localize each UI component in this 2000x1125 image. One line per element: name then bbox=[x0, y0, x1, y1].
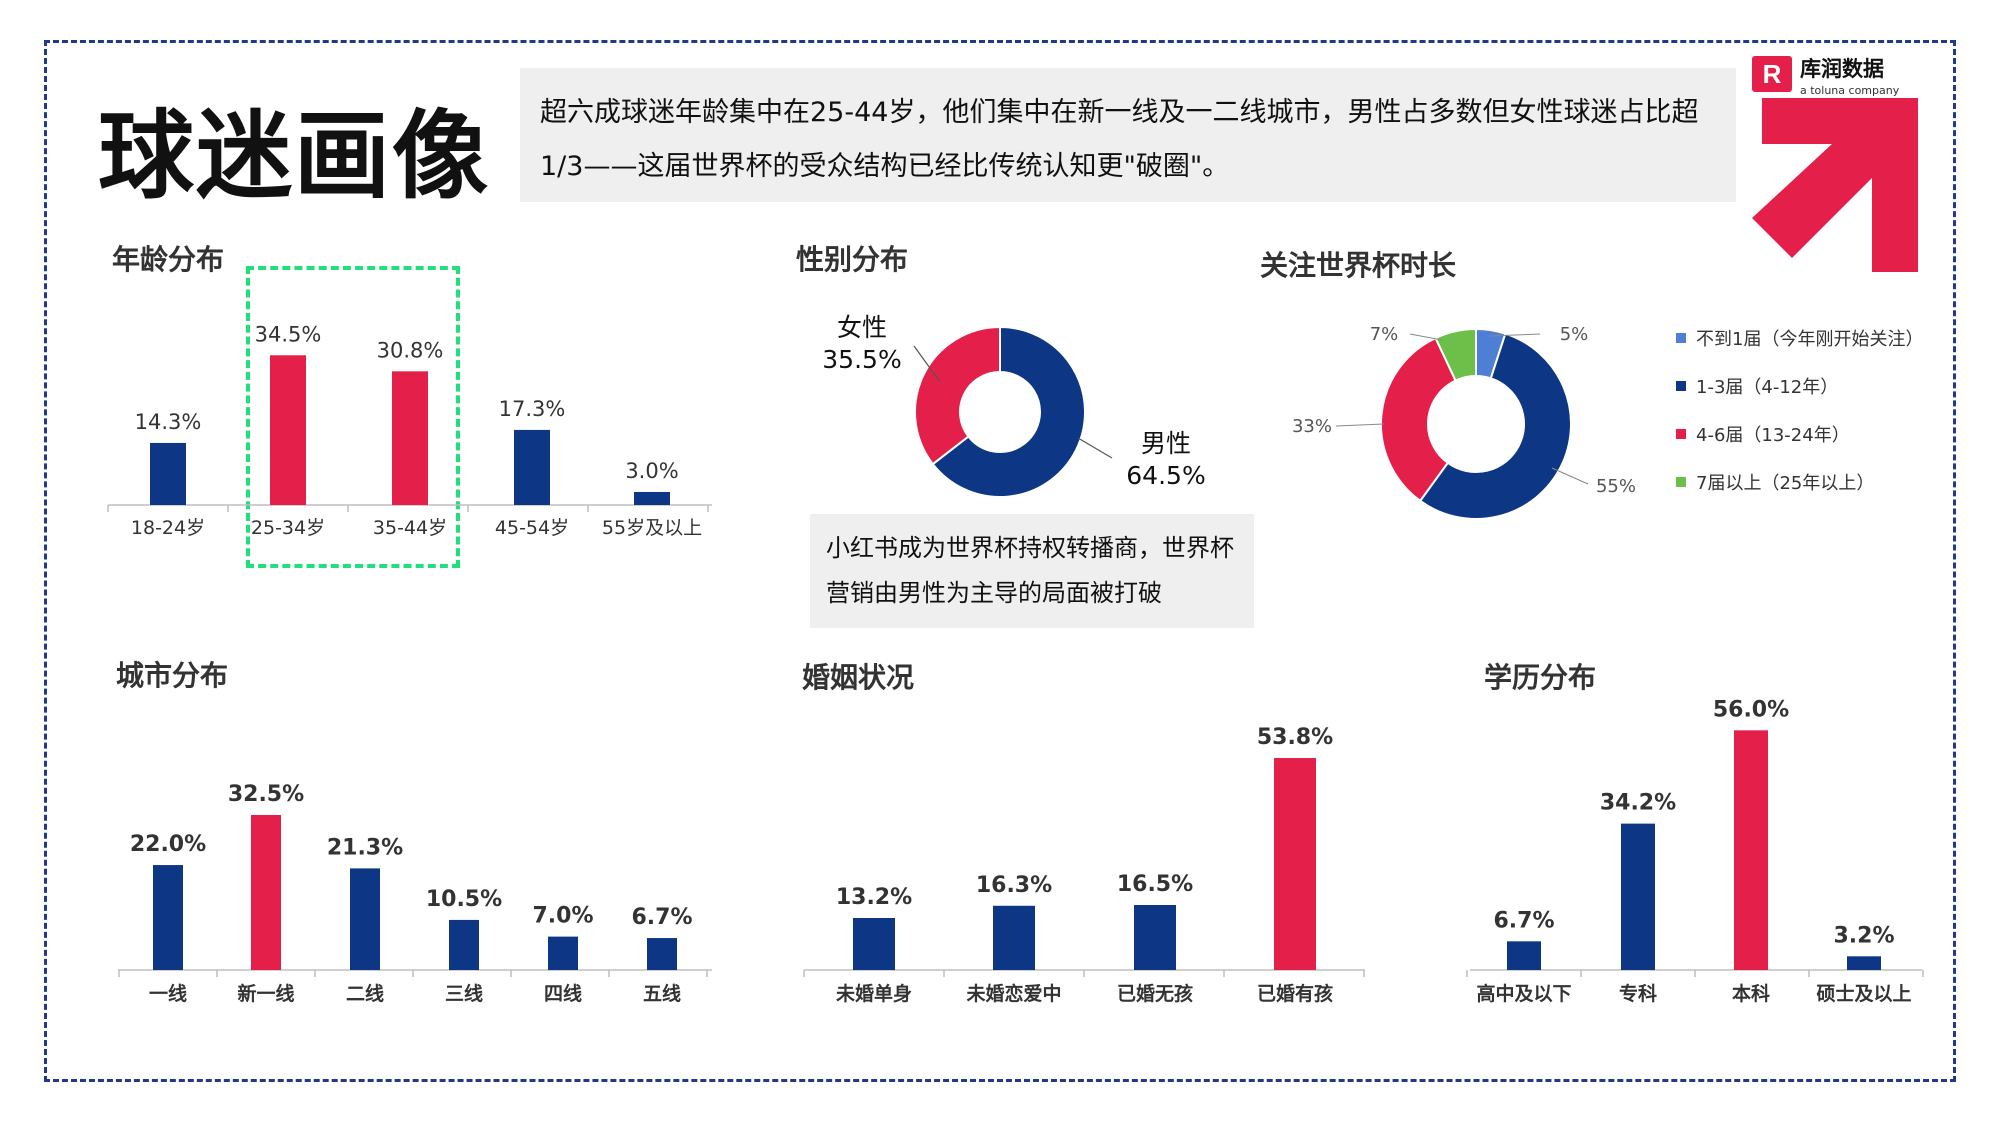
legend-label: 不到1届（今年刚开始关注） bbox=[1696, 329, 1924, 350]
logo-r-mark: R bbox=[1752, 56, 1792, 92]
logo-tagline: a toluna company bbox=[1800, 84, 1900, 97]
legend-item: 4-6届（13-24年） bbox=[1676, 410, 1923, 458]
legend-label: 1-3届（4-12年） bbox=[1696, 377, 1839, 398]
legend-swatch bbox=[1676, 429, 1686, 439]
city-chart-title: 城市分布 bbox=[116, 659, 229, 692]
marriage-chart-title: 婚姻状况 bbox=[802, 661, 915, 694]
svg-text:R: R bbox=[1763, 59, 1782, 89]
arrow-icon bbox=[1752, 98, 1918, 272]
legend-label: 4-6届（13-24年） bbox=[1696, 425, 1850, 446]
note-box: 小红书成为世界杯持权转播商，世界杯营销由男性为主导的局面被打破 bbox=[810, 514, 1254, 628]
age-highlight-box bbox=[246, 266, 460, 568]
age-chart-title: 年龄分布 bbox=[112, 243, 225, 276]
logo: R 库润数据 a toluna company bbox=[1752, 56, 1918, 272]
dashed-frame bbox=[44, 40, 1956, 1082]
gender-chart-title: 性别分布 bbox=[796, 243, 909, 276]
legend-item: 7届以上（25年以上） bbox=[1676, 458, 1923, 506]
watch-duration-chart-title: 关注世界杯时长 bbox=[1260, 249, 1457, 282]
summary-box: 超六成球迷年龄集中在25-44岁，他们集中在新一线及一二线城市，男性占多数但女性… bbox=[520, 68, 1736, 202]
legend-label: 7届以上（25年以上） bbox=[1696, 473, 1875, 494]
legend-item: 不到1届（今年刚开始关注） bbox=[1676, 314, 1923, 362]
page-title: 球迷画像 bbox=[98, 100, 490, 212]
watch-duration-legend: 不到1届（今年刚开始关注） 1-3届（4-12年） 4-6届（13-24年） 7届以上… bbox=[1676, 314, 1923, 506]
legend-swatch bbox=[1676, 381, 1686, 391]
logo-brand: 库润数据 bbox=[1800, 57, 1884, 81]
education-chart-title: 学历分布 bbox=[1484, 661, 1597, 694]
legend-swatch bbox=[1676, 333, 1686, 343]
legend-item: 1-3届（4-12年） bbox=[1676, 362, 1923, 410]
legend-swatch bbox=[1676, 477, 1686, 487]
